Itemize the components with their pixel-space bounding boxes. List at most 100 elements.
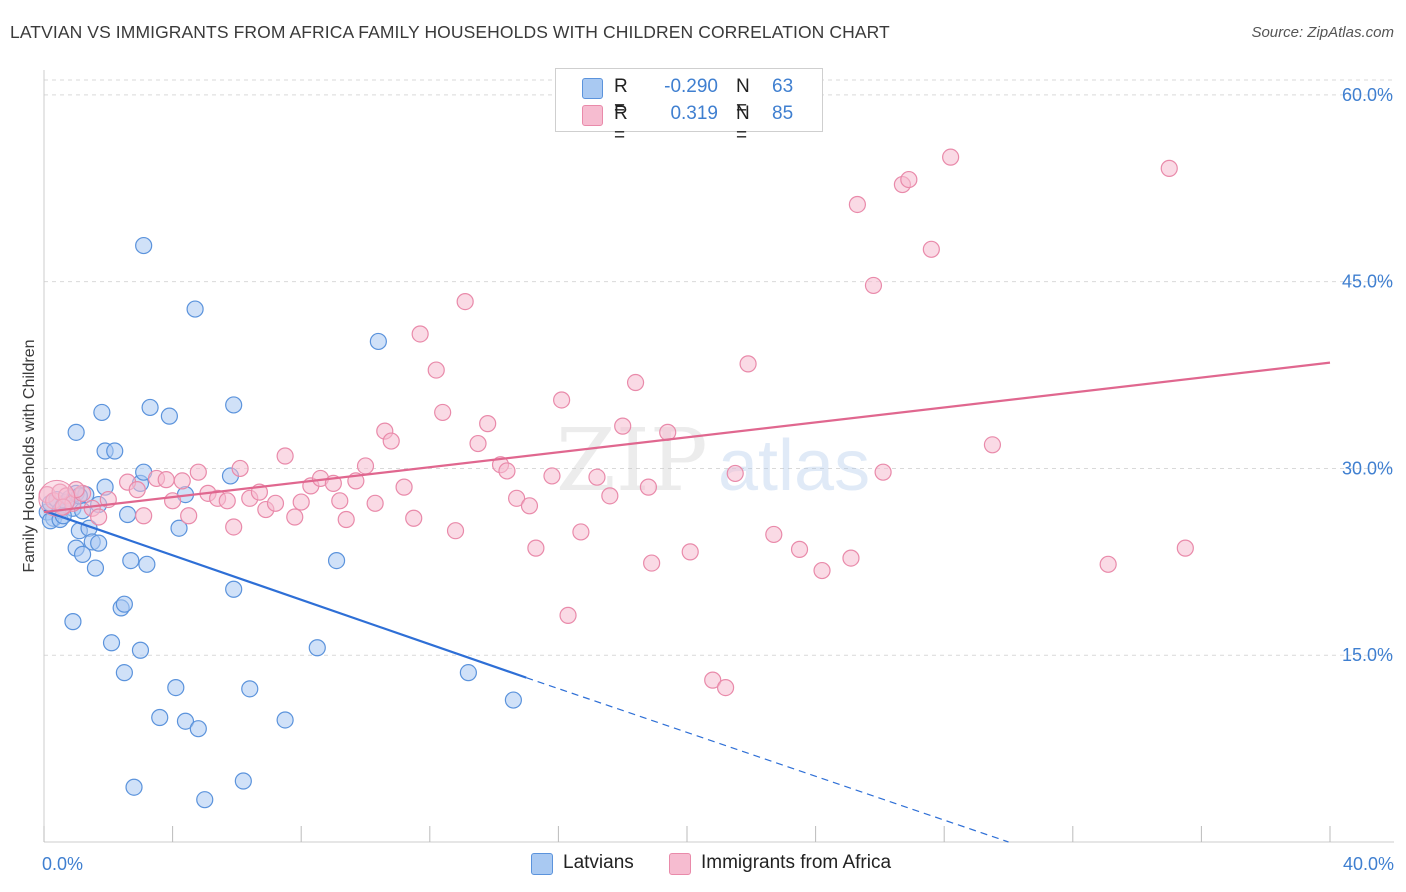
latvian-legend-swatch xyxy=(531,853,553,875)
legend-n-value: 85 xyxy=(772,103,794,124)
africa-point xyxy=(614,417,632,435)
africa-point xyxy=(601,487,619,505)
latvian-point xyxy=(118,505,137,524)
y-tick-label: 45.0% xyxy=(1342,272,1393,292)
y-tick-label: 60.0% xyxy=(1342,85,1393,105)
latvian-point xyxy=(241,680,259,698)
latvian-point xyxy=(86,559,105,577)
latvian-point xyxy=(225,396,243,414)
africa-point xyxy=(411,325,429,343)
latvian-points xyxy=(38,236,522,809)
africa-swatch xyxy=(582,105,603,126)
series-legend: Latvians Immigrants from Africa xyxy=(0,851,1406,877)
africa-point xyxy=(639,478,658,496)
latvian-trend-extension xyxy=(526,677,1009,843)
latvian-point xyxy=(131,641,150,659)
africa-point xyxy=(456,293,474,311)
africa-point xyxy=(626,373,645,392)
latvian-point xyxy=(90,534,108,552)
africa-point xyxy=(225,518,243,536)
africa-point xyxy=(67,481,85,499)
africa-point xyxy=(527,539,545,557)
africa-point xyxy=(189,463,207,481)
x-tick-label-left: 0.0% xyxy=(42,854,83,874)
africa-point xyxy=(572,523,590,541)
africa-point xyxy=(520,497,539,515)
africa-point xyxy=(726,464,744,483)
africa-points xyxy=(38,148,1194,697)
stats-legend: R = -0.290 N = 63 R = 0.319 N = 85 xyxy=(555,68,823,146)
africa-point xyxy=(337,510,355,529)
africa-point xyxy=(427,361,445,379)
africa-point xyxy=(395,478,413,496)
africa-point xyxy=(508,489,526,507)
trend-lines xyxy=(43,361,1331,843)
africa-point xyxy=(434,403,452,422)
africa-point xyxy=(681,543,699,561)
y-axis-title: Family Households with Children xyxy=(21,340,38,573)
africa-point xyxy=(479,415,497,433)
source-label: Source: ZipAtlas.com xyxy=(1251,24,1394,41)
latvian-swatch xyxy=(582,78,603,99)
africa-point xyxy=(848,195,866,214)
africa-point xyxy=(180,507,198,525)
latvian-point xyxy=(176,712,195,730)
latvian-point xyxy=(115,595,133,613)
legend-r-label: R = xyxy=(614,103,628,146)
africa-point xyxy=(356,457,375,475)
latvian-point xyxy=(64,613,82,631)
x-ticks xyxy=(43,826,1331,842)
grid-lines xyxy=(44,79,1394,656)
africa-point xyxy=(128,481,146,499)
africa-point xyxy=(543,467,561,485)
africa-point xyxy=(790,540,809,558)
africa-point xyxy=(900,170,918,189)
africa-point xyxy=(382,432,400,450)
africa-point xyxy=(173,472,191,490)
africa-point xyxy=(286,508,304,526)
latvian-point xyxy=(93,403,111,422)
latvian-point xyxy=(122,551,140,570)
africa-point xyxy=(942,148,960,166)
latvian-point xyxy=(234,772,252,790)
africa-point xyxy=(218,492,236,510)
latvian-point xyxy=(73,545,92,563)
legend-label-latvians: Latvians xyxy=(563,852,634,873)
latvian-point xyxy=(186,300,204,318)
latvian-point xyxy=(115,664,133,682)
legend-r-label: R = xyxy=(614,76,628,119)
africa-point xyxy=(90,508,108,526)
watermark-atlas: atlas xyxy=(718,426,870,506)
africa-point xyxy=(446,522,465,540)
watermark-zip: ZIP xyxy=(556,411,708,511)
y-tick-labels: 15.0% 30.0% 45.0% 60.0% xyxy=(1342,85,1393,665)
africa-point xyxy=(813,561,831,580)
africa-point xyxy=(292,493,310,511)
africa-point xyxy=(1160,159,1178,177)
africa-point xyxy=(157,471,175,489)
legend-r-value: 0.319 xyxy=(670,103,718,124)
latvian-point xyxy=(167,678,185,697)
latvian-point xyxy=(189,720,207,738)
x-tick-label-right: 40.0% xyxy=(1343,854,1394,874)
africa-point xyxy=(366,494,384,512)
legend-n-value: 63 xyxy=(772,76,794,97)
axes xyxy=(43,70,1394,843)
latvian-point xyxy=(327,551,346,570)
africa-point xyxy=(588,468,606,486)
africa-point xyxy=(405,509,423,527)
africa-legend-swatch xyxy=(669,853,691,875)
africa-trend-line xyxy=(43,361,1331,514)
latvian-point xyxy=(125,778,143,796)
latvian-point xyxy=(135,236,153,255)
latvian-point xyxy=(225,580,243,598)
africa-point xyxy=(276,447,294,465)
legend-n-label: N = xyxy=(736,103,750,146)
africa-point xyxy=(266,494,285,512)
legend-label-africa: Immigrants from Africa xyxy=(701,852,892,873)
africa-point xyxy=(874,463,892,481)
africa-point xyxy=(331,492,349,510)
africa-point xyxy=(643,554,661,572)
africa-point xyxy=(983,436,1002,454)
africa-point xyxy=(469,434,487,453)
